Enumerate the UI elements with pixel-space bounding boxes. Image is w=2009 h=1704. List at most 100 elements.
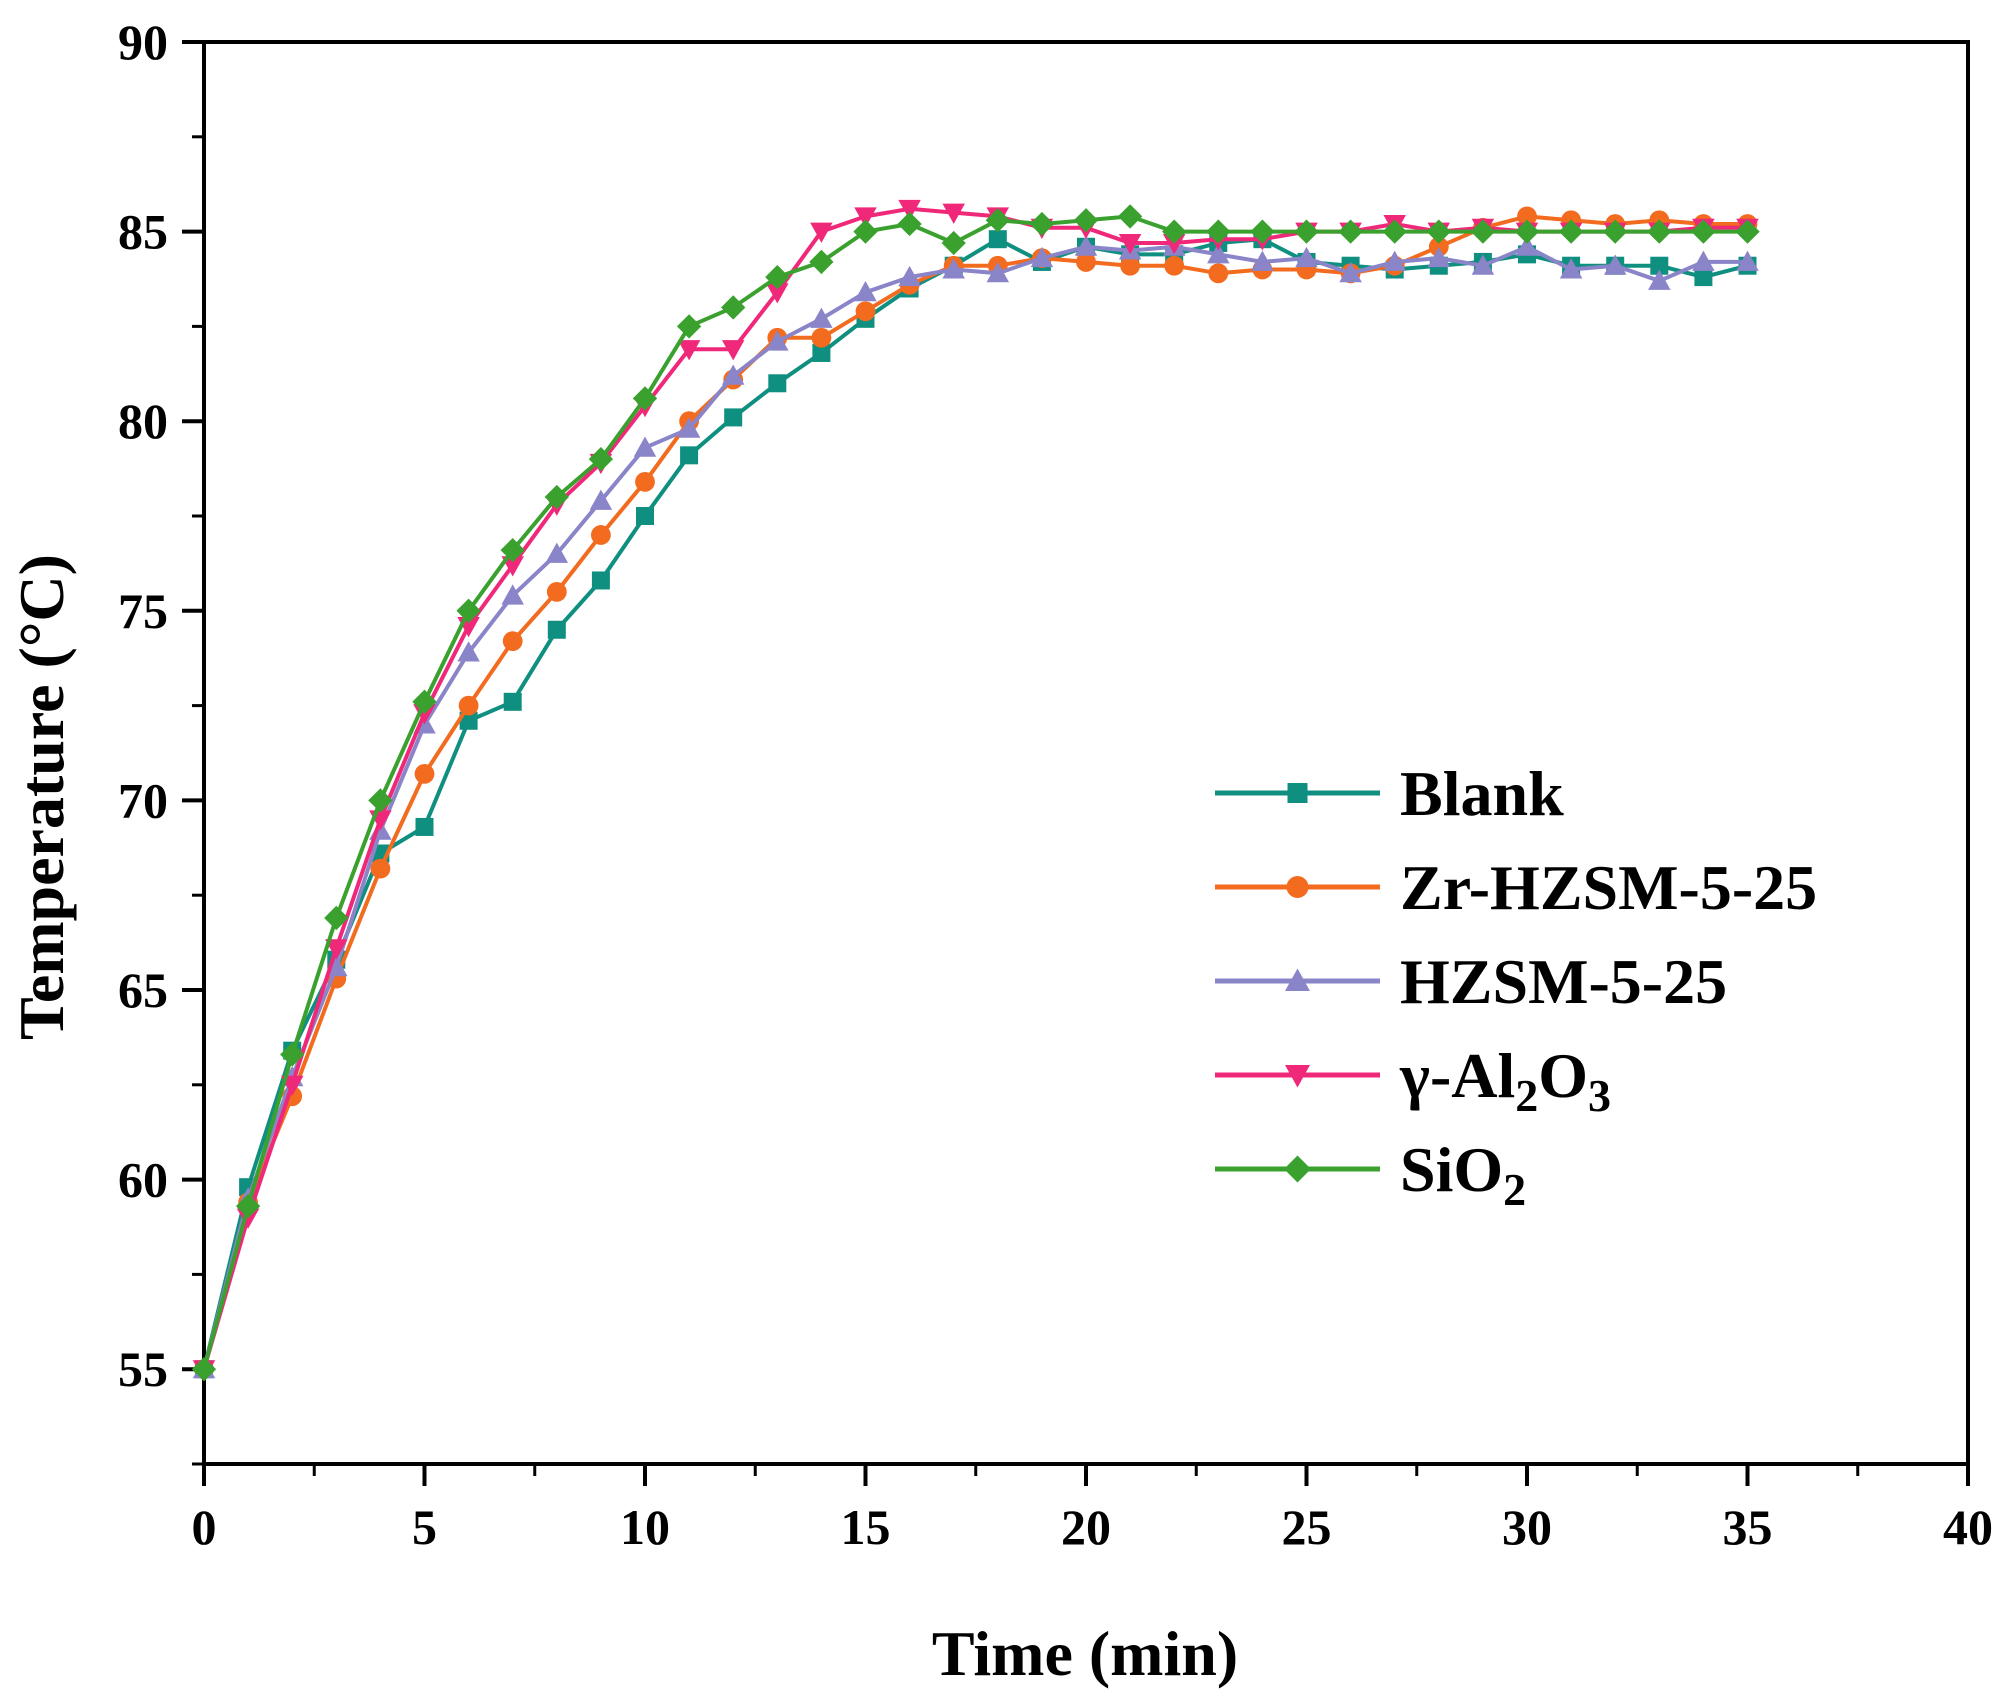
data-point (1030, 246, 1054, 268)
data-point (458, 695, 479, 716)
legend-label: Blank (1400, 758, 1564, 829)
legend-label-text: SiO (1400, 1134, 1503, 1205)
data-point (897, 211, 922, 237)
data-point (547, 620, 566, 639)
data-point (1162, 233, 1186, 255)
y-tick-label: 55 (118, 1341, 168, 1397)
data-point (1426, 219, 1451, 244)
data-point (812, 343, 831, 362)
axes: 0 5 10 15 20 25 30 35 40 55 60 65 70 75 80 85 90 (118, 14, 1993, 1555)
data-point (1118, 233, 1142, 255)
data-point (1076, 252, 1096, 272)
y-tick-label: 90 (118, 14, 168, 70)
data-point (1691, 219, 1716, 244)
legend-item: HZSM-5-25 (1215, 946, 1727, 1017)
data-point (1294, 219, 1319, 244)
data-point (412, 689, 437, 714)
data-point (1736, 250, 1759, 271)
data-point (811, 327, 832, 348)
legend-label-text: Zr-HZSM-5-25 (1400, 852, 1817, 923)
data-point (501, 556, 524, 577)
legend-item: γ-Al2O3 (1215, 1040, 1611, 1121)
series-layer (191, 199, 1760, 1382)
data-point (986, 262, 1010, 283)
data-point (855, 301, 876, 322)
y-tick-label: 60 (118, 1152, 168, 1208)
data-point (1164, 255, 1185, 276)
data-point (1558, 219, 1584, 244)
data-point (721, 295, 746, 320)
data-point (1692, 250, 1715, 271)
data-point (588, 446, 614, 472)
x-tick-label: 25 (1282, 1499, 1332, 1555)
data-point (810, 307, 833, 328)
data-point (1251, 250, 1274, 271)
legend-label: Zr-HZSM-5-25 (1400, 852, 1817, 923)
data-point (768, 374, 787, 393)
legend-item: Zr-HZSM-5-25 (1215, 852, 1817, 923)
data-point (589, 489, 613, 510)
data-point (544, 484, 569, 510)
data-point (680, 446, 699, 465)
data-point (677, 417, 701, 438)
data-point (1073, 208, 1099, 233)
legend: Blank Zr-HZSM-5-25 HZSM-5-25 γ-Al2O3 SiO2 (1215, 758, 1817, 1215)
data-point (1208, 263, 1229, 284)
data-point (235, 1193, 261, 1219)
legend-label-subscript: 2 (1515, 1070, 1538, 1121)
data-point (503, 692, 522, 711)
x-tick-label: 0 (192, 1499, 217, 1555)
data-point (633, 436, 657, 457)
data-point (632, 386, 658, 411)
y-tick-label: 80 (118, 393, 168, 449)
data-point (854, 281, 877, 302)
y-tick-label: 75 (118, 583, 168, 639)
y-tick-label: 65 (118, 962, 168, 1018)
data-point (1029, 211, 1055, 237)
data-point (1427, 246, 1451, 268)
legend-marker (1285, 1065, 1310, 1088)
x-axis-title: Time (min) (932, 1618, 1238, 1689)
x-tick-label: 5 (412, 1499, 437, 1555)
data-point (676, 314, 702, 339)
data-point (809, 249, 834, 275)
data-point (985, 208, 1010, 233)
data-point (501, 584, 524, 605)
data-point (457, 641, 480, 662)
x-tick-label: 35 (1723, 1499, 1773, 1555)
data-point (1206, 219, 1231, 244)
data-point (1735, 219, 1760, 244)
data-point (898, 199, 921, 221)
data-point (545, 542, 569, 563)
y-tick-label: 85 (118, 204, 168, 260)
data-point (941, 230, 966, 256)
data-point (1559, 258, 1583, 279)
data-point (413, 704, 436, 725)
data-point (1428, 236, 1449, 257)
legend-label-subscript: 2 (1503, 1164, 1526, 1215)
data-point (898, 265, 921, 287)
data-point (368, 788, 393, 813)
y-tick-label: 70 (118, 772, 168, 828)
data-point (414, 763, 435, 784)
data-point (591, 525, 611, 545)
data-point (1250, 219, 1275, 244)
x-tick-label: 30 (1502, 1499, 1552, 1555)
x-tick-label: 10 (620, 1499, 670, 1555)
data-point (988, 230, 1007, 249)
data-point (1517, 206, 1537, 227)
data-point (1694, 268, 1713, 287)
data-point (853, 219, 878, 244)
data-point (1117, 204, 1143, 229)
data-point (1603, 254, 1627, 275)
data-point (765, 264, 790, 290)
legend-item: Blank (1215, 758, 1564, 829)
data-point (1647, 219, 1672, 244)
data-point (677, 340, 701, 361)
data-point (1382, 219, 1407, 244)
data-point (1471, 254, 1495, 275)
y-axis-title: Temperature (°C) (6, 554, 77, 1040)
data-point (810, 222, 833, 243)
data-point (1514, 219, 1540, 244)
